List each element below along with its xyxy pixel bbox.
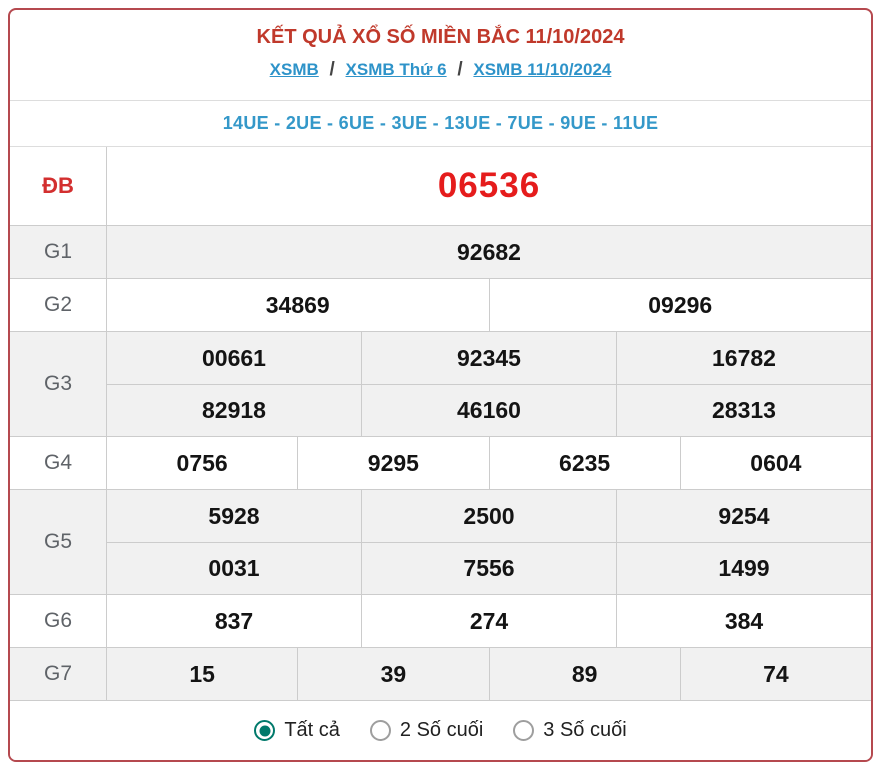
- prize-cells: 0756 9295 6235 0604: [107, 437, 871, 489]
- prize-row-g7: G7 15 39 89 74: [10, 648, 871, 701]
- prize-cells: 06536: [107, 147, 871, 225]
- prize-number: 0031: [208, 555, 260, 581]
- prize-number: 16782: [616, 332, 871, 384]
- prize-subrow: 00661 92345 16782: [107, 332, 871, 384]
- radio-icon[interactable]: [513, 720, 535, 741]
- prize-label: ĐB: [10, 147, 107, 225]
- radio-label: 2 Số cuối: [399, 719, 484, 741]
- prize-number: 92345: [361, 332, 616, 384]
- prize-subrow: 06536: [107, 147, 871, 225]
- prize-label: G5: [10, 490, 107, 594]
- prize-row-g4: G4 0756 9295 6235 0604: [10, 437, 871, 490]
- prize-number: 82918: [202, 397, 266, 423]
- breadcrumb-link-xsmb-weekday[interactable]: XSMB Thứ 6: [345, 60, 447, 79]
- prize-row-g3: G3 00661 92345 16782 82918 46160 28313: [10, 332, 871, 437]
- filter-bar: Tất cả 2 Số cuối 3 Số cuối: [10, 701, 871, 760]
- prize-number: 0756: [176, 449, 228, 476]
- radio-option-2-so-cuoi[interactable]: 2 Số cuối: [369, 719, 484, 742]
- radio-icon[interactable]: [369, 720, 391, 741]
- prize-row-g5: G5 5928 2500 9254 0031 7556 1499: [10, 490, 871, 595]
- prize-number: 5928: [208, 502, 260, 529]
- prize-number: 274: [361, 595, 616, 647]
- radio-label: 3 Số cuối: [543, 719, 627, 741]
- prize-number: 384: [616, 595, 871, 647]
- prize-label: G4: [10, 437, 107, 489]
- prize-row-g1: G1 92682: [10, 226, 871, 279]
- lottery-results-card: KẾT QUẢ XỔ SỐ MIỀN BẮC 11/10/2024 XSMB /…: [8, 8, 873, 762]
- prize-number: 00661: [202, 344, 266, 371]
- breadcrumb-link-xsmb[interactable]: XSMB: [269, 60, 319, 79]
- prize-label: G2: [10, 279, 107, 331]
- breadcrumb: XSMB / XSMB Thứ 6 / XSMB 11/10/2024: [10, 59, 871, 81]
- prize-number: 46160: [361, 385, 616, 436]
- special-stats-line: 14UE - 2UE - 6UE - 3UE - 13UE - 7UE - 9U…: [10, 100, 871, 147]
- prize-row-g6: G6 837 274 384: [10, 595, 871, 648]
- prize-number: 9254: [616, 490, 871, 542]
- prize-subrow: 92682: [107, 226, 871, 278]
- prize-label: G1: [10, 226, 107, 278]
- prize-number: 0604: [679, 437, 871, 489]
- breadcrumb-link-xsmb-date[interactable]: XSMB 11/10/2024: [473, 60, 612, 79]
- prize-table: ĐB 06536 G1 92682 G2 34869 09296 G3 00661 92345 16…: [10, 147, 871, 701]
- breadcrumb-separator: /: [329, 59, 335, 80]
- prize-row-đb: ĐB 06536: [10, 147, 871, 226]
- page-title: KẾT QUẢ XỔ SỐ MIỀN BẮC 11/10/2024: [256, 26, 625, 48]
- prize-subrow: 0756 9295 6235 0604: [107, 437, 871, 489]
- prize-subrow: 15 39 89 74: [107, 648, 871, 700]
- prize-subrow: 34869 09296: [107, 279, 871, 331]
- prize-label: G7: [10, 648, 107, 700]
- prize-number: 9295: [297, 437, 488, 489]
- prize-cells: 92682: [107, 226, 871, 278]
- prize-subrow: 5928 2500 9254: [107, 490, 871, 542]
- prize-cells: 15 39 89 74: [107, 648, 871, 700]
- breadcrumb-separator: /: [457, 59, 463, 80]
- header: KẾT QUẢ XỔ SỐ MIỀN BẮC 11/10/2024 XSMB /…: [10, 10, 871, 100]
- prize-label: G6: [10, 595, 107, 647]
- prize-label: G3: [10, 332, 107, 436]
- prize-number: 28313: [616, 385, 871, 436]
- prize-number: 09296: [488, 279, 872, 331]
- prize-cells: 5928 2500 9254 0031 7556 1499: [107, 490, 871, 594]
- radio-icon[interactable]: [254, 720, 276, 741]
- radio-option-3-so-cuoi[interactable]: 3 Số cuối: [513, 719, 627, 742]
- prize-number: 34869: [265, 291, 330, 318]
- prize-number: 2500: [361, 490, 616, 542]
- prize-cells: 837 274 384: [107, 595, 871, 647]
- prize-cells: 34869 09296: [107, 279, 871, 331]
- prize-number: 6235: [488, 437, 680, 489]
- prize-number: 837: [214, 607, 254, 634]
- prize-number: 15: [189, 660, 215, 687]
- prize-number: 39: [297, 648, 488, 700]
- prize-subrow: 837 274 384: [107, 595, 871, 647]
- prize-number: 92682: [457, 238, 521, 265]
- prize-number: 7556: [361, 543, 616, 594]
- prize-cells: 00661 92345 16782 82918 46160 28313: [107, 332, 871, 436]
- prize-number: 1499: [616, 543, 871, 594]
- radio-label: Tất cả: [284, 719, 340, 741]
- prize-number: 89: [488, 648, 680, 700]
- radio-option-tat-ca[interactable]: Tất cả: [254, 719, 340, 742]
- prize-subrow: 0031 7556 1499: [107, 542, 871, 594]
- prize-number: 06536: [437, 166, 541, 205]
- prize-subrow: 82918 46160 28313: [107, 384, 871, 436]
- prize-number: 74: [679, 648, 871, 700]
- prize-row-g2: G2 34869 09296: [10, 279, 871, 332]
